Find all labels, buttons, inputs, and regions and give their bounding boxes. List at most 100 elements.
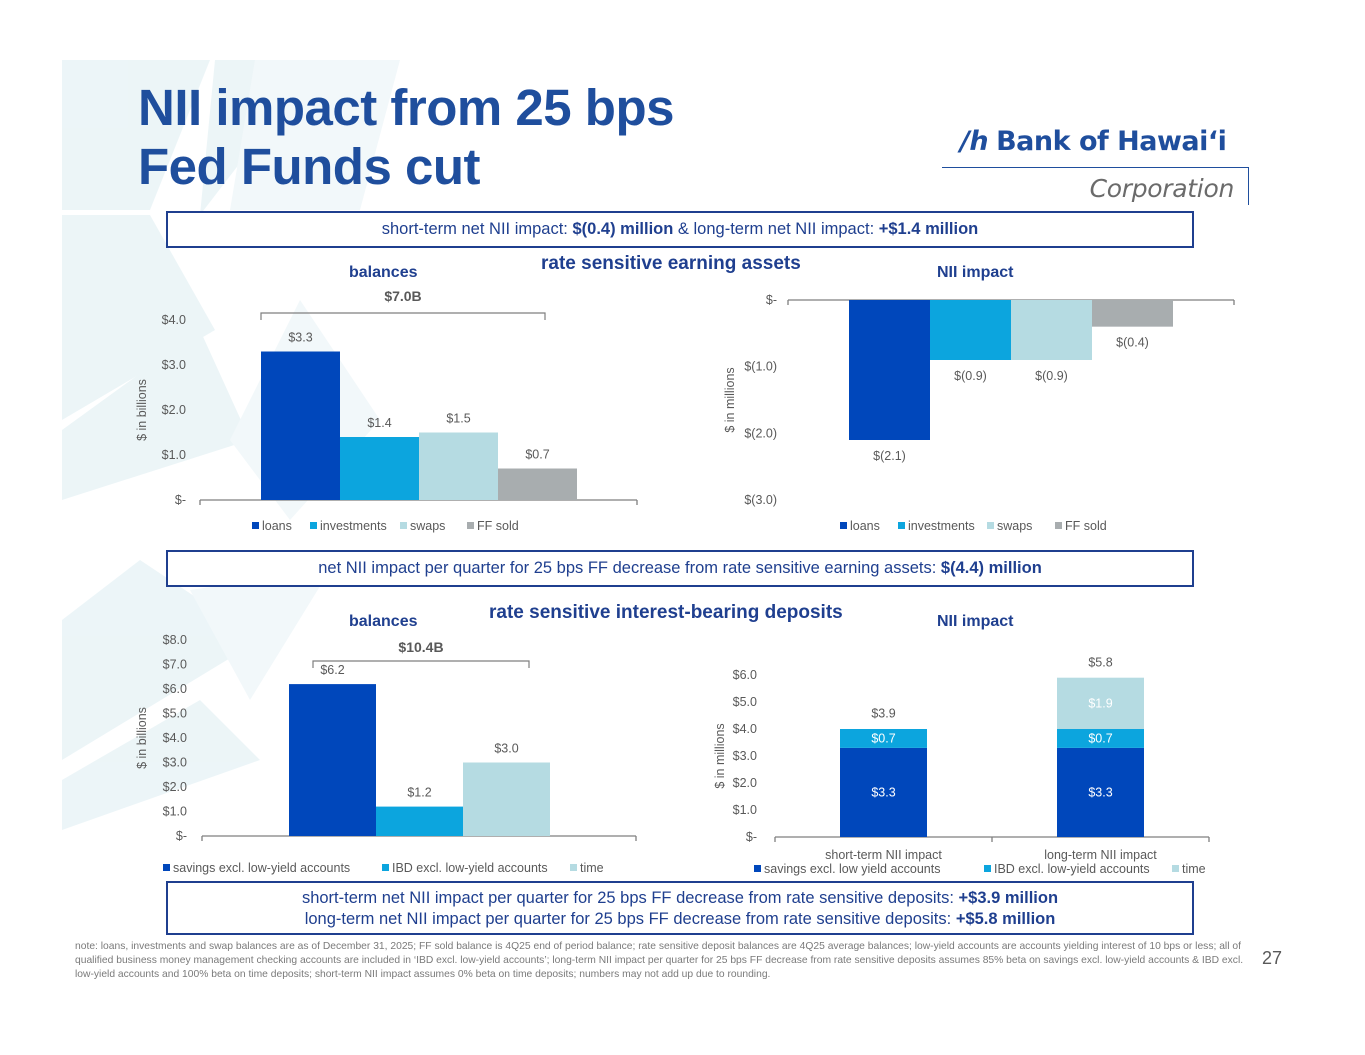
y-tick-label: $1.0	[162, 448, 186, 462]
chart-deposits-nii: $- $1.0 $2.0 $3.0 $4.0 $5.0 $6.0 $ in millions $…	[713, 655, 1210, 876]
y-tick-label: $3.0	[163, 756, 187, 770]
long-term-deposits-line: long-term net NII impact per quarter for…	[304, 910, 1056, 928]
segment-label-time: $1.9	[1088, 696, 1112, 710]
bar-segment-savings-excl-low-yield-accounts	[1057, 747, 1144, 837]
y-tick-label: $3.0	[733, 749, 757, 763]
logo-name: Bank of Hawai‘i	[996, 126, 1227, 157]
data-label-ibd-excl-low-yield-accounts: $1.2	[407, 786, 431, 800]
legend-item-swaps: swaps	[997, 519, 1032, 533]
data-label-investments: $(0.9)	[954, 369, 987, 383]
data-label-ff-sold: $0.7	[525, 448, 549, 462]
data-label-loans: $(2.1)	[873, 449, 906, 463]
legend-swatch-loans	[252, 522, 259, 529]
total-label: $5.8	[1088, 655, 1112, 669]
data-label-loans: $3.3	[288, 331, 312, 345]
legend-item-investments: investments	[908, 519, 975, 533]
bar-investments	[930, 300, 1011, 360]
legend-item-time: time	[1182, 862, 1206, 876]
summary-box-bottom: short-term net NII impact per quarter fo…	[166, 881, 1194, 935]
chart-label-assets-balances: balances	[349, 264, 418, 281]
bar-savings-excl-low-yield-accounts	[289, 684, 376, 836]
y-tick-label: $8.0	[163, 633, 187, 647]
total-bracket-label: $10.4B	[398, 639, 443, 655]
short-term-deposits-line: short-term net NII impact per quarter fo…	[301, 889, 1059, 907]
data-label-savings-excl-low-yield-accounts: $6.2	[320, 663, 344, 677]
chart-label-deposits-balances: balances	[349, 613, 418, 630]
short-term-net-value: $(0.4) million	[572, 220, 674, 238]
legend-item-time: time	[580, 861, 604, 875]
y-tick-label: $-	[746, 830, 757, 844]
legend-swatch-time	[570, 864, 577, 871]
logo-divider	[942, 167, 1248, 168]
page-number: 27	[1262, 948, 1283, 968]
y-tick-label: $5.0	[163, 707, 187, 721]
legend-item-ff-sold: FF sold	[477, 519, 519, 533]
page-title-line-1: NII impact from 25 bps	[138, 79, 674, 136]
y-tick-label: $-	[766, 293, 777, 307]
y-tick-label: $7.0	[163, 658, 187, 672]
y-axis-title: $ in millions	[713, 723, 727, 788]
summary-box-middle: net NII impact per quarter for 25 bps FF…	[166, 550, 1194, 587]
chart-assets-balances: $- $1.0 $2.0 $3.0 $4.0 $ in billions $3.3 $1.4 $…	[135, 288, 638, 533]
page-title: NII impact from 25 bps Fed Funds cut	[138, 78, 674, 196]
segment-label-ibd-excl-low-yield-accounts: $0.7	[871, 731, 895, 745]
y-tick-label: $-	[175, 493, 186, 507]
y-tick-label: $4.0	[733, 722, 757, 736]
y-tick-label: $2.0	[162, 403, 186, 417]
total-label: $3.9	[871, 707, 895, 721]
legend-swatch-ibd-excl-low-yield-accounts	[382, 864, 389, 871]
legend-item-ff-sold: FF sold	[1065, 519, 1107, 533]
y-tick-label: $(1.0)	[744, 360, 777, 374]
y-tick-label: $6.0	[163, 682, 187, 696]
segment-label-savings-excl-low-yield-accounts: $3.3	[1088, 785, 1112, 799]
bar-segment-savings-excl-low-yield-accounts	[840, 747, 927, 837]
legend-swatch-investments	[898, 522, 905, 529]
bar-segment-time	[1057, 677, 1144, 729]
segment-label-ibd-excl-low-yield-accounts: $0.7	[1088, 731, 1112, 745]
chart-assets-nii: $- $(1.0) $(2.0) $(3.0) $ in millions $(2.1) $…	[723, 293, 1235, 533]
legend-item-savings-excl-low-yield-accounts: savings excl. low yield accounts	[764, 862, 940, 876]
assets-net-value: $(4.4) million	[940, 559, 1042, 577]
x-category-label: short-term NII impact	[825, 848, 942, 862]
y-tick-label: $3.0	[162, 358, 186, 372]
logo-subtitle: Corporation	[1089, 174, 1235, 203]
y-axis-title: $ in billions	[135, 707, 149, 769]
y-tick-label: $2.0	[733, 776, 757, 790]
y-axis-title: $ in millions	[723, 367, 737, 432]
y-tick-label: $1.0	[163, 805, 187, 819]
legend-item-ibd-excl-low-yield-accounts: IBD excl. low-yield accounts	[392, 861, 548, 875]
y-tick-label: $4.0	[162, 313, 186, 327]
y-tick-label: $5.0	[733, 695, 757, 709]
legend-swatch-ff-sold	[467, 522, 474, 529]
legend-item-loans: loans	[850, 519, 880, 533]
y-axis-title: $ in billions	[135, 379, 149, 441]
total-bracket	[312, 660, 530, 668]
chart-deposits-balances: $- $1.0 $2.0 $3.0 $4.0 $5.0 $6.0 $7.0 $8.0 $ in b…	[135, 633, 637, 875]
summary-box-top: short-term net NII impact: $(0.4) millio…	[166, 211, 1194, 248]
bar-ff-sold	[498, 468, 577, 500]
total-bracket-label: $7.0B	[384, 288, 421, 304]
bar-ibd-excl-low-yield-accounts	[376, 806, 463, 836]
legend-swatch-swaps	[987, 522, 994, 529]
chart-label-deposits-nii: NII impact	[937, 613, 1014, 630]
footnote: note: loans, investments and swap balanc…	[75, 941, 1244, 980]
data-label-ff-sold: $(0.4)	[1116, 336, 1149, 350]
bar-segment-ibd-excl-low-yield-accounts	[1057, 729, 1144, 748]
legend-swatch-time	[1172, 865, 1179, 872]
y-tick-label: $(3.0)	[744, 493, 777, 507]
legend-swatch-swaps	[400, 522, 407, 529]
data-label-swaps: $(0.9)	[1035, 369, 1068, 383]
legend-swatch-savings-excl-low-yield-accounts	[163, 864, 170, 871]
x-category-label: long-term NII impact	[1044, 848, 1157, 862]
data-label-swaps: $1.5	[446, 412, 470, 426]
data-label-investments: $1.4	[367, 416, 391, 430]
y-tick-label: $6.0	[733, 668, 757, 682]
bank-logo: /h Bank of Hawai‘i Corporation	[942, 120, 1252, 208]
bar-ff-sold	[1092, 300, 1173, 327]
bar-time	[463, 762, 550, 836]
legend-item-swaps: swaps	[410, 519, 445, 533]
logo-divider-vertical	[1248, 167, 1249, 205]
bar-segment-ibd-excl-low-yield-accounts	[840, 729, 927, 748]
logo-mark-icon: /h	[960, 126, 989, 157]
